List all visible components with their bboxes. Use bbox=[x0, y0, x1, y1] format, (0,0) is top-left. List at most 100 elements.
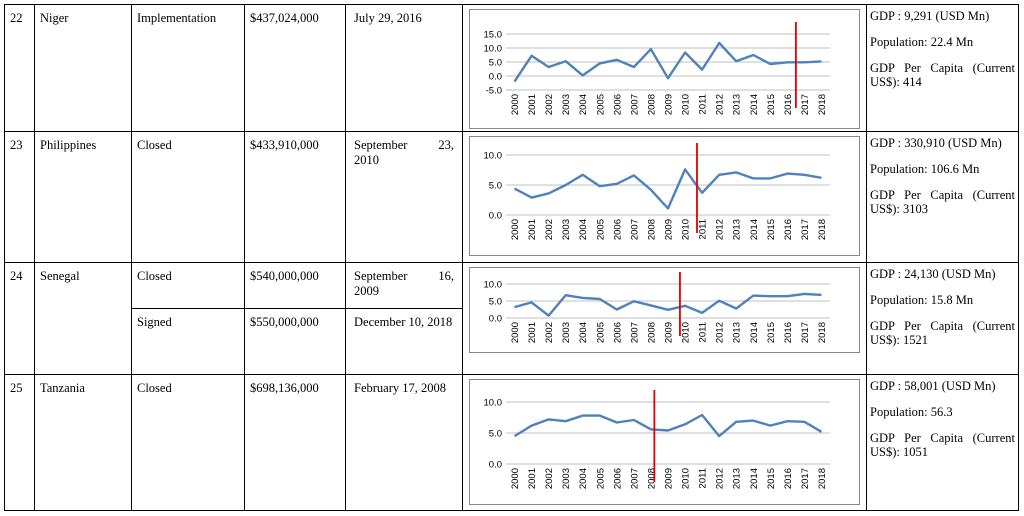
x-tick-label: 2016 bbox=[783, 322, 794, 343]
y-tick-label: 15.0 bbox=[484, 30, 503, 41]
y-tick-label: 0.0 bbox=[489, 314, 502, 325]
table-row: 22 Niger Implementation $437,024,000 Jul… bbox=[4, 4, 1019, 132]
gdp-growth-chart: 0.0 5.0 10.0 2000 2001 2002 2003 2004 2005 2006 20… bbox=[469, 136, 860, 256]
row-number-cell: 24 bbox=[4, 262, 35, 375]
x-tick-label: 2000 bbox=[510, 94, 521, 115]
gdp-per-capita-text: GDP Per Capita (Current US$): 414 bbox=[870, 61, 1015, 89]
y-tick-label: 10.0 bbox=[484, 44, 503, 55]
x-tick-label: 2008 bbox=[646, 219, 657, 240]
x-tick-label: 2015 bbox=[766, 322, 777, 343]
amount-cell: $698,136,000 bbox=[244, 374, 346, 511]
date-text: December 10, 2018 bbox=[354, 315, 453, 329]
x-tick-label: 2014 bbox=[749, 94, 760, 115]
x-tick-label: 2007 bbox=[629, 219, 640, 240]
population-text: Population: 56.3 bbox=[870, 405, 953, 419]
x-tick-label: 2015 bbox=[766, 94, 777, 115]
gdp-growth-series-line bbox=[513, 168, 822, 210]
x-tick-label: 2017 bbox=[800, 468, 811, 489]
x-tick-label: 2000 bbox=[510, 322, 521, 343]
row-number: 25 bbox=[10, 381, 23, 395]
x-tick-label: 2018 bbox=[817, 94, 828, 115]
x-tick-label: 2004 bbox=[578, 468, 589, 489]
table-row: 25 Tanzania Closed $698,136,000 February… bbox=[4, 374, 1019, 511]
chart-cell: 0.0 5.0 10.0 2000 2001 2002 2003 2004 2005 2006 20… bbox=[462, 131, 867, 263]
y-tick-label: 10.0 bbox=[484, 398, 503, 409]
gdp-text: GDP : 24,130 (USD Mn) bbox=[870, 267, 996, 281]
row-number-cell: 25 bbox=[4, 374, 35, 511]
x-tick-label: 2002 bbox=[544, 94, 555, 115]
x-tick-label: 2000 bbox=[510, 468, 521, 489]
country-cell: Senegal bbox=[34, 262, 132, 375]
y-tick-label: 0.0 bbox=[489, 460, 502, 471]
gdp-growth-chart: 0.0 5.0 10.0 2000 2001 2002 2003 2004 2005 2006 20… bbox=[469, 267, 860, 353]
stats-cell: GDP : 58,001 (USD Mn) Population: 56.3 G… bbox=[866, 374, 1019, 511]
x-tick-label: 2000 bbox=[510, 219, 521, 240]
x-tick-label: 2006 bbox=[612, 468, 623, 489]
date-cell: July 29, 2016 bbox=[345, 4, 463, 132]
x-tick-label: 2007 bbox=[629, 468, 640, 489]
status-cell: Closed bbox=[131, 374, 245, 511]
gdp-text: GDP : 330,910 (USD Mn) bbox=[870, 136, 1002, 150]
population-text: Population: 106.6 Mn bbox=[870, 162, 980, 176]
row-number-cell: 23 bbox=[4, 131, 35, 263]
x-tick-label: 2018 bbox=[817, 322, 828, 343]
country-name: Senegal bbox=[40, 269, 80, 283]
x-tick-label: 2016 bbox=[783, 219, 794, 240]
x-tick-label: 2007 bbox=[629, 94, 640, 115]
gdp-growth-series-line bbox=[514, 292, 822, 317]
x-tick-label: 2001 bbox=[527, 322, 538, 343]
x-tick-label: 2004 bbox=[578, 219, 589, 240]
gdp-text: GDP : 9,291 (USD Mn) bbox=[870, 9, 990, 23]
x-tick-label: 2017 bbox=[800, 94, 811, 115]
x-tick-label: 2009 bbox=[664, 219, 675, 240]
y-tick-label: 0.0 bbox=[489, 211, 502, 222]
amount-cell: $550,000,000 bbox=[244, 308, 346, 375]
y-tick-label: 5.0 bbox=[489, 429, 502, 440]
x-tick-label: 2012 bbox=[715, 322, 726, 343]
projects-table: 22 Niger Implementation $437,024,000 Jul… bbox=[4, 4, 1019, 511]
x-tick-label: 2012 bbox=[715, 94, 726, 115]
x-tick-label: 2016 bbox=[783, 94, 794, 115]
status-text: Signed bbox=[137, 315, 172, 329]
amount-cell: $433,910,000 bbox=[244, 131, 346, 263]
date-cell: September 23, 2010 bbox=[345, 131, 463, 263]
x-tick-label: 2001 bbox=[527, 94, 538, 115]
date-text: September 16, 2009 bbox=[354, 269, 454, 298]
x-tick-label: 2005 bbox=[595, 94, 606, 115]
y-tick-label: 10.0 bbox=[484, 280, 503, 291]
x-tick-label: 2010 bbox=[681, 219, 692, 240]
x-tick-label: 2008 bbox=[646, 468, 657, 489]
x-tick-label: 2018 bbox=[817, 468, 828, 489]
x-tick-label: 2008 bbox=[646, 94, 657, 115]
country-name: Niger bbox=[40, 11, 69, 25]
country-cell: Niger bbox=[34, 4, 132, 132]
x-tick-label: 2010 bbox=[681, 468, 692, 489]
x-tick-label: 2007 bbox=[629, 322, 640, 343]
x-tick-label: 2005 bbox=[595, 219, 606, 240]
x-tick-label: 2006 bbox=[612, 219, 623, 240]
x-tick-label: 2012 bbox=[715, 219, 726, 240]
row-number: 23 bbox=[10, 138, 23, 152]
x-tick-label: 2003 bbox=[561, 468, 572, 489]
x-tick-label: 2004 bbox=[578, 94, 589, 115]
row-number: 24 bbox=[10, 269, 23, 283]
gdp-growth-chart: 0.0 5.0 10.0 2000 2001 2002 2003 2004 2005 2006 20… bbox=[469, 379, 860, 505]
x-tick-label: 2002 bbox=[544, 322, 555, 343]
x-tick-label: 2014 bbox=[749, 322, 760, 343]
x-tick-label: 2006 bbox=[612, 94, 623, 115]
table-row: Signed $550,000,000 December 10, 2018 bbox=[5, 308, 1019, 375]
x-tick-label: 2002 bbox=[544, 219, 555, 240]
chart-svg: 0.0 5.0 10.0 2000 2001 2002 2003 2004 2005 2006 20… bbox=[484, 272, 830, 343]
table-row: 23 Philippines Closed $433,910,000 Septe… bbox=[4, 131, 1019, 263]
x-tick-label: 2015 bbox=[766, 468, 777, 489]
stats-cell: GDP : 330,910 (USD Mn) Population: 106.6… bbox=[866, 131, 1019, 263]
status-cell: Signed bbox=[131, 308, 245, 375]
x-tick-label: 2005 bbox=[595, 468, 606, 489]
status-text: Implementation bbox=[137, 11, 217, 25]
date-cell: December 10, 2018 bbox=[345, 308, 463, 375]
amount-text: $433,910,000 bbox=[250, 138, 319, 152]
date-text: September 23, 2010 bbox=[354, 138, 454, 167]
date-cell: February 17, 2008 bbox=[345, 374, 463, 511]
x-tick-label: 2010 bbox=[681, 322, 692, 343]
x-tick-label: 2014 bbox=[749, 468, 760, 489]
